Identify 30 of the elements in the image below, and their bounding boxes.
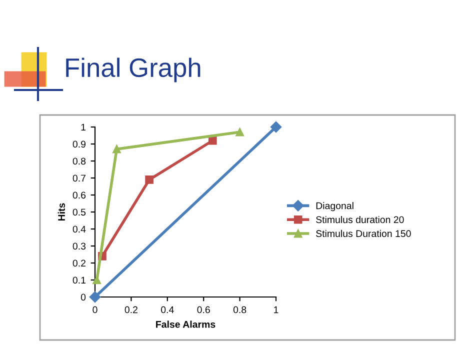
x-tick-label: 1 [274, 306, 278, 314]
y-axis-title: Hits [58, 203, 65, 221]
x-tick-label: 0.6 [197, 306, 210, 314]
y-tick-label: 0.4 [72, 226, 86, 233]
y-tick-label: 0.9 [72, 140, 86, 148]
point [112, 144, 121, 154]
y-tick-label: 1 [81, 124, 86, 131]
point [145, 176, 154, 184]
point [92, 276, 101, 284]
y-tick-label: 0.2 [72, 260, 86, 267]
x-tick-label: 0.2 [124, 306, 138, 314]
x-tick-label: 0.4 [161, 306, 174, 314]
point [236, 128, 244, 136]
y-tick-label: 0.1 [72, 276, 86, 284]
y-tick-label: 0.6 [72, 192, 86, 199]
point [270, 121, 282, 133]
legend-label: Stimulus duration 20 [316, 216, 404, 224]
chart-title: Final Graph [66, 58, 200, 82]
x-tick-label: 0.8 [233, 306, 246, 314]
legend-label: Stimulus Duration 150 [316, 230, 411, 238]
y-tick-label: 0.7 [72, 174, 86, 182]
legend-label: Diagonal [316, 202, 354, 212]
y-tick-label: 0.5 [72, 208, 86, 216]
y-tick-label: 0.8 [72, 158, 86, 165]
x-tick-label: 0 [92, 306, 98, 314]
x-axis-title: False Alarms [156, 320, 216, 328]
y-tick-label: 0.3 [72, 242, 86, 250]
point [208, 136, 217, 145]
y-tick-label: 0 [80, 294, 86, 301]
point [89, 291, 101, 303]
